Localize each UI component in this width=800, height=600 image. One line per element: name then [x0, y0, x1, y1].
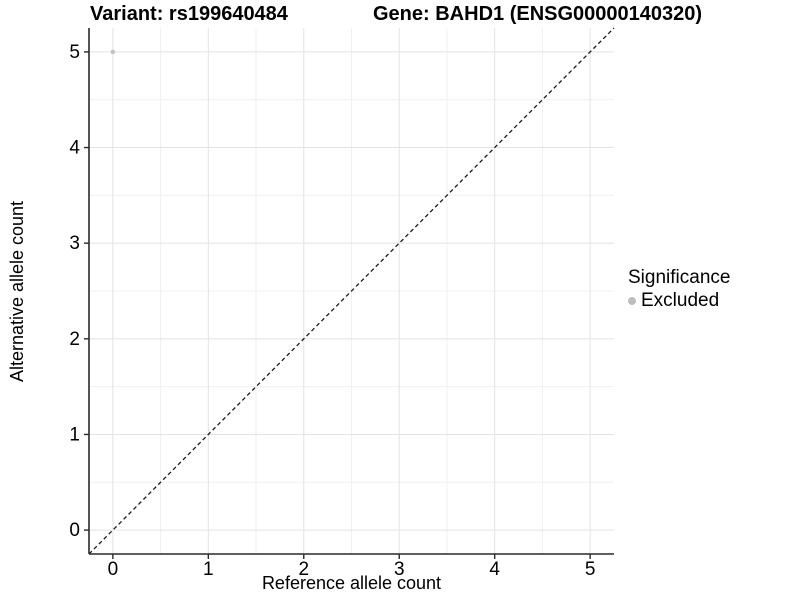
x-axis-title: Reference allele count	[261, 573, 442, 593]
y-tick-label: 2	[69, 329, 80, 350]
legend-item-excluded: Excluded	[628, 290, 730, 312]
plot-title-gene: Gene: BAHD1 (ENSG00000140320)	[373, 3, 703, 25]
x-tick-label: 5	[585, 559, 596, 580]
plot-title-variant: Variant: rs199640484	[90, 3, 288, 25]
x-tick-label: 0	[108, 559, 119, 580]
data-point	[110, 49, 116, 55]
y-axis-title-text: Alternative allele count	[7, 200, 28, 382]
x-tick-label: 1	[203, 559, 214, 580]
y-tick-label: 4	[69, 138, 80, 159]
x-tick-label: 2	[298, 559, 309, 580]
y-tick-label: 3	[69, 233, 80, 254]
identity-line	[88, 27, 615, 555]
y-tick-label: 1	[69, 424, 80, 445]
y-tick-label: 0	[69, 520, 80, 541]
legend-marker-excluded-icon	[628, 297, 636, 305]
x-tick-label: 3	[394, 559, 405, 580]
legend-title: Significance	[628, 267, 731, 288]
y-tick-label: 5	[69, 42, 80, 63]
legend-item-label: Excluded	[641, 290, 720, 311]
legend: Significance Excluded	[628, 267, 730, 312]
x-tick-label: 4	[489, 559, 500, 580]
y-axis-title: Alternative allele count	[2, 28, 34, 554]
